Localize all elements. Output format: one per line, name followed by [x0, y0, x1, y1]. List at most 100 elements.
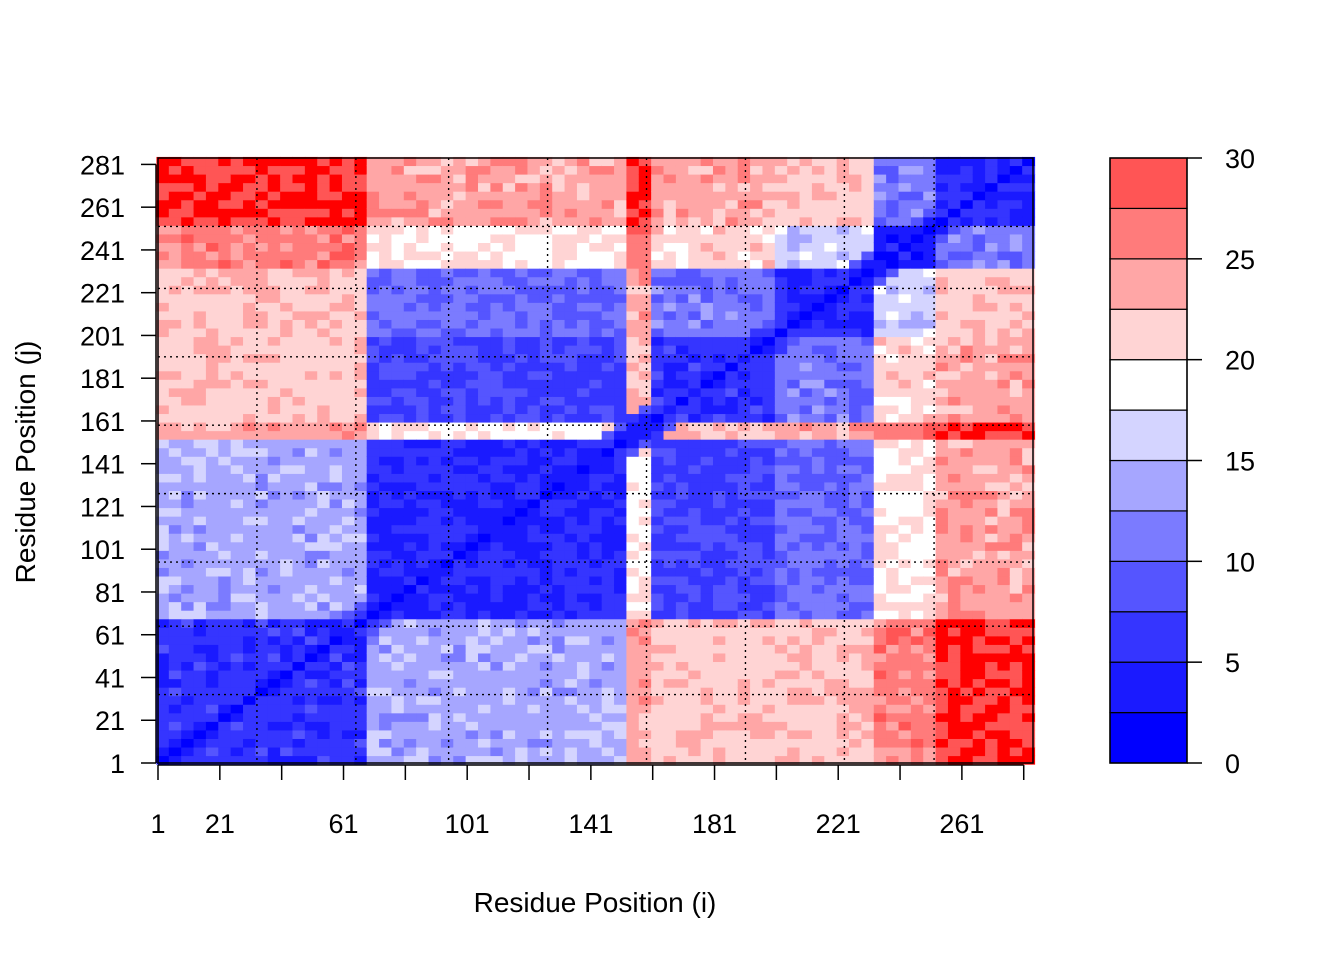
heatmap-cell [799, 558, 813, 568]
heatmap-cell [997, 593, 1011, 603]
heatmap-cell [156, 191, 170, 201]
heatmap-cell [453, 276, 467, 286]
heatmap-cell [750, 635, 764, 645]
heatmap-cell [626, 387, 640, 397]
heatmap-cell [502, 481, 516, 491]
heatmap-cell [762, 225, 776, 235]
heatmap-cell [280, 498, 294, 509]
heatmap-cell [811, 746, 825, 757]
heatmap-cell [156, 353, 170, 363]
heatmap-cell [712, 575, 726, 586]
heatmap-cell [873, 191, 887, 201]
heatmap-cell [626, 635, 640, 645]
heatmap-cell [255, 430, 269, 440]
heatmap-cell [935, 413, 949, 423]
heatmap-cell [663, 644, 677, 654]
heatmap-cell [923, 156, 937, 167]
heatmap-cell [873, 439, 887, 449]
heatmap-cell [725, 268, 739, 278]
heatmap-cell [428, 541, 442, 551]
heatmap-cell [787, 396, 801, 406]
heatmap-cell [836, 293, 850, 303]
heatmap-cell [737, 199, 751, 209]
heatmap-cell [985, 370, 998, 380]
heatmap-cell [688, 439, 702, 449]
heatmap-cell [947, 712, 961, 722]
heatmap-cell [935, 644, 949, 654]
heatmap-cell [787, 678, 801, 688]
heatmap-cell [527, 498, 541, 509]
heatmap-cell [799, 746, 813, 757]
heatmap-cell [774, 250, 788, 261]
heatmap-cell [205, 268, 219, 278]
heatmap-cell [564, 584, 578, 594]
heatmap-cell [564, 644, 578, 654]
heatmap-cell [849, 687, 862, 697]
heatmap-cell [614, 370, 627, 380]
heatmap-cell [700, 404, 714, 415]
heatmap-cell [750, 370, 764, 380]
heatmap-cell [453, 541, 467, 551]
heatmap-cell [589, 678, 603, 688]
heatmap-cell [403, 473, 417, 483]
heatmap-cell [824, 575, 838, 586]
heatmap-cell [972, 635, 986, 645]
heatmap-cell [453, 507, 467, 517]
heatmap-cell [737, 242, 751, 252]
heatmap-cell [787, 165, 801, 175]
heatmap-cell [205, 533, 219, 543]
heatmap-cell [688, 533, 702, 543]
heatmap-cell [478, 379, 491, 389]
heatmap-cell [341, 712, 355, 722]
heatmap-cell [750, 276, 764, 286]
heatmap-cell [403, 729, 417, 739]
heatmap-cell [712, 199, 726, 209]
heatmap-cell [811, 362, 825, 372]
heatmap-cell [861, 404, 875, 415]
heatmap-cell [255, 575, 269, 586]
heatmap-cell [502, 738, 516, 748]
heatmap-cell [700, 327, 714, 338]
heatmap-cell [280, 473, 294, 483]
heatmap-cell [193, 156, 207, 167]
heatmap-cell [230, 593, 244, 603]
heatmap-cell [725, 550, 739, 560]
heatmap-cell [354, 191, 368, 201]
heatmap-cell [193, 652, 207, 663]
heatmap-cell [465, 370, 479, 380]
heatmap-cell [725, 567, 739, 577]
heatmap-cell [465, 464, 479, 474]
heatmap-cell [787, 541, 801, 551]
heatmap-cell [836, 456, 850, 466]
heatmap-cell [193, 165, 207, 175]
heatmap-cell [181, 575, 195, 586]
heatmap-cell [416, 250, 430, 261]
heatmap-cell [181, 601, 195, 611]
heatmap-cell [564, 610, 578, 620]
heatmap-cell [750, 156, 764, 167]
heatmap-cell [712, 755, 726, 765]
heatmap-cell [626, 490, 640, 500]
heatmap-cell [230, 345, 244, 355]
heatmap-cell [465, 721, 479, 731]
heatmap-cell [935, 191, 949, 201]
heatmap-cell [564, 387, 578, 397]
heatmap-cell [997, 199, 1011, 209]
heatmap-cell [478, 704, 491, 714]
heatmap-cell [985, 285, 998, 295]
heatmap-cell [972, 345, 986, 355]
heatmap-cell [205, 473, 219, 483]
heatmap-cell [453, 319, 467, 329]
heatmap-cell [638, 593, 652, 603]
heatmap-cell [849, 635, 862, 645]
heatmap-cell [230, 575, 244, 586]
heatmap-cell [193, 729, 207, 739]
heatmap-cell [453, 610, 467, 620]
heatmap-cell [379, 225, 392, 235]
heatmap-cell [502, 327, 516, 338]
heatmap-cell [168, 439, 182, 449]
heatmap-cell [923, 396, 937, 406]
heatmap-cell [564, 362, 578, 372]
heatmap-cell [403, 635, 417, 645]
heatmap-cell [663, 310, 677, 320]
